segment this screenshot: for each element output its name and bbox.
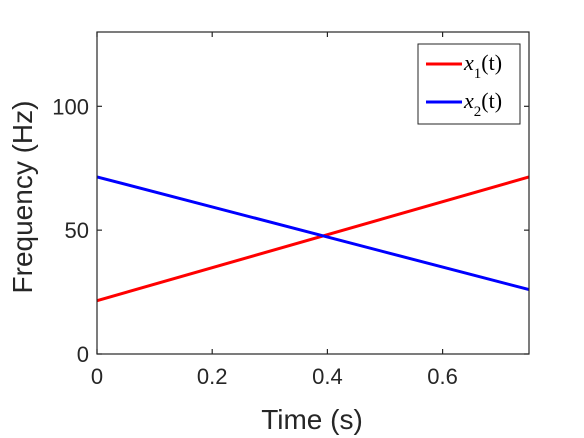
- legend-label-1: x1(t): [463, 50, 502, 82]
- legend-label-2: x2(t): [463, 88, 502, 120]
- axes-layer: [96, 31, 530, 355]
- x-tick-label: 0.6: [427, 364, 458, 389]
- series-line-2: [96, 175, 530, 292]
- x-tick-label: 0: [91, 364, 103, 389]
- legend-box: [417, 43, 521, 125]
- y-axis-label: Frequency (Hz): [7, 101, 38, 294]
- series-layer: [96, 175, 530, 303]
- x-tick-label: 0.4: [312, 364, 343, 389]
- x-tick-label: 0.2: [197, 364, 228, 389]
- ticks-layer: 0 0.2 0.4 0.6 0 50 100: [52, 32, 529, 389]
- y-tick-label: 100: [52, 94, 89, 119]
- axes-box: [96, 31, 530, 355]
- y-tick-label: 50: [65, 218, 89, 243]
- series-line-1: [96, 175, 530, 303]
- y-tick-label: 0: [77, 342, 89, 367]
- legend: x1(t) x2(t): [417, 43, 521, 125]
- x-axis-label: Time (s): [261, 404, 363, 435]
